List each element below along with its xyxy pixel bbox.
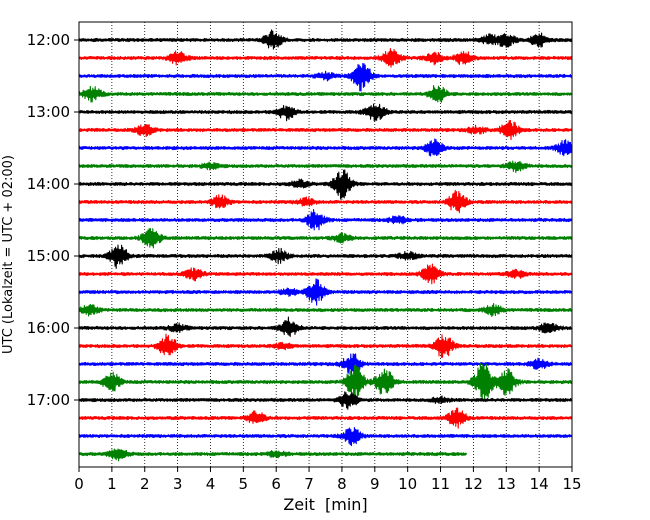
x-tick-label: 3 (173, 475, 183, 493)
x-tick-label: 5 (239, 475, 249, 493)
x-tick-label: 6 (271, 475, 281, 493)
x-tick-label: 7 (304, 475, 314, 493)
trace-1445 (78, 228, 573, 249)
y-axis-label: UTC (Lokalzeit = UTC + 02:00) (1, 155, 16, 354)
x-tick-label: 12 (464, 475, 483, 493)
trace-1745 (78, 448, 468, 462)
x-tick-label: 2 (140, 475, 150, 493)
y-tick-label: 12:00 (27, 31, 70, 49)
y-tick-label: 15:00 (27, 247, 70, 265)
trace-1300 (78, 103, 573, 122)
x-tick-label: 15 (562, 475, 581, 493)
x-tick-label: 8 (337, 475, 347, 493)
trace-1315 (78, 120, 573, 141)
y-tick-label: 16:00 (27, 319, 70, 337)
x-axis: 0 1 2 3 4 5 6 7 8 9 10 11 12 13 14 15 (74, 467, 582, 493)
x-tick-label: 9 (370, 475, 380, 493)
trace-1730 (78, 427, 573, 447)
y-tick-label: 17:00 (27, 391, 70, 409)
x-tick-label: 11 (431, 475, 450, 493)
trace-1700 (78, 391, 573, 410)
y-tick-label: 13:00 (27, 103, 70, 121)
trace-1600 (78, 316, 573, 338)
trace-1545 (78, 303, 573, 318)
trace-1500 (78, 244, 573, 269)
traces (78, 29, 573, 462)
plot-frame (78, 21, 573, 468)
y-tick-label: 14:00 (27, 175, 70, 193)
trace-1530 (78, 278, 573, 306)
x-axis-label: Zeit [min] (283, 495, 367, 514)
trace-1230 (78, 62, 573, 92)
trace-1645 (78, 363, 573, 402)
x-tick-label: 10 (398, 475, 417, 493)
trace-1330 (78, 138, 573, 157)
trace-1715 (78, 407, 573, 429)
trace-1200 (78, 29, 573, 50)
trace-1345 (78, 160, 573, 174)
trace-1245 (78, 84, 573, 103)
trace-1400 (78, 169, 573, 200)
trace-1615 (78, 333, 573, 359)
trace-1415 (78, 189, 573, 214)
x-tick-label: 1 (107, 475, 117, 493)
x-tick-label: 14 (530, 475, 549, 493)
trace-1430 (78, 209, 573, 231)
x-grid (111, 22, 540, 467)
trace-1515 (78, 263, 573, 285)
trace-1630 (78, 353, 573, 377)
trace-1215 (78, 48, 573, 68)
x-tick-label: 13 (497, 475, 516, 493)
x-tick-label: 0 (74, 475, 84, 493)
x-tick-label: 4 (206, 475, 216, 493)
y-axis: 12:00 13:00 14:00 15:00 16:00 17:00 (27, 31, 79, 409)
